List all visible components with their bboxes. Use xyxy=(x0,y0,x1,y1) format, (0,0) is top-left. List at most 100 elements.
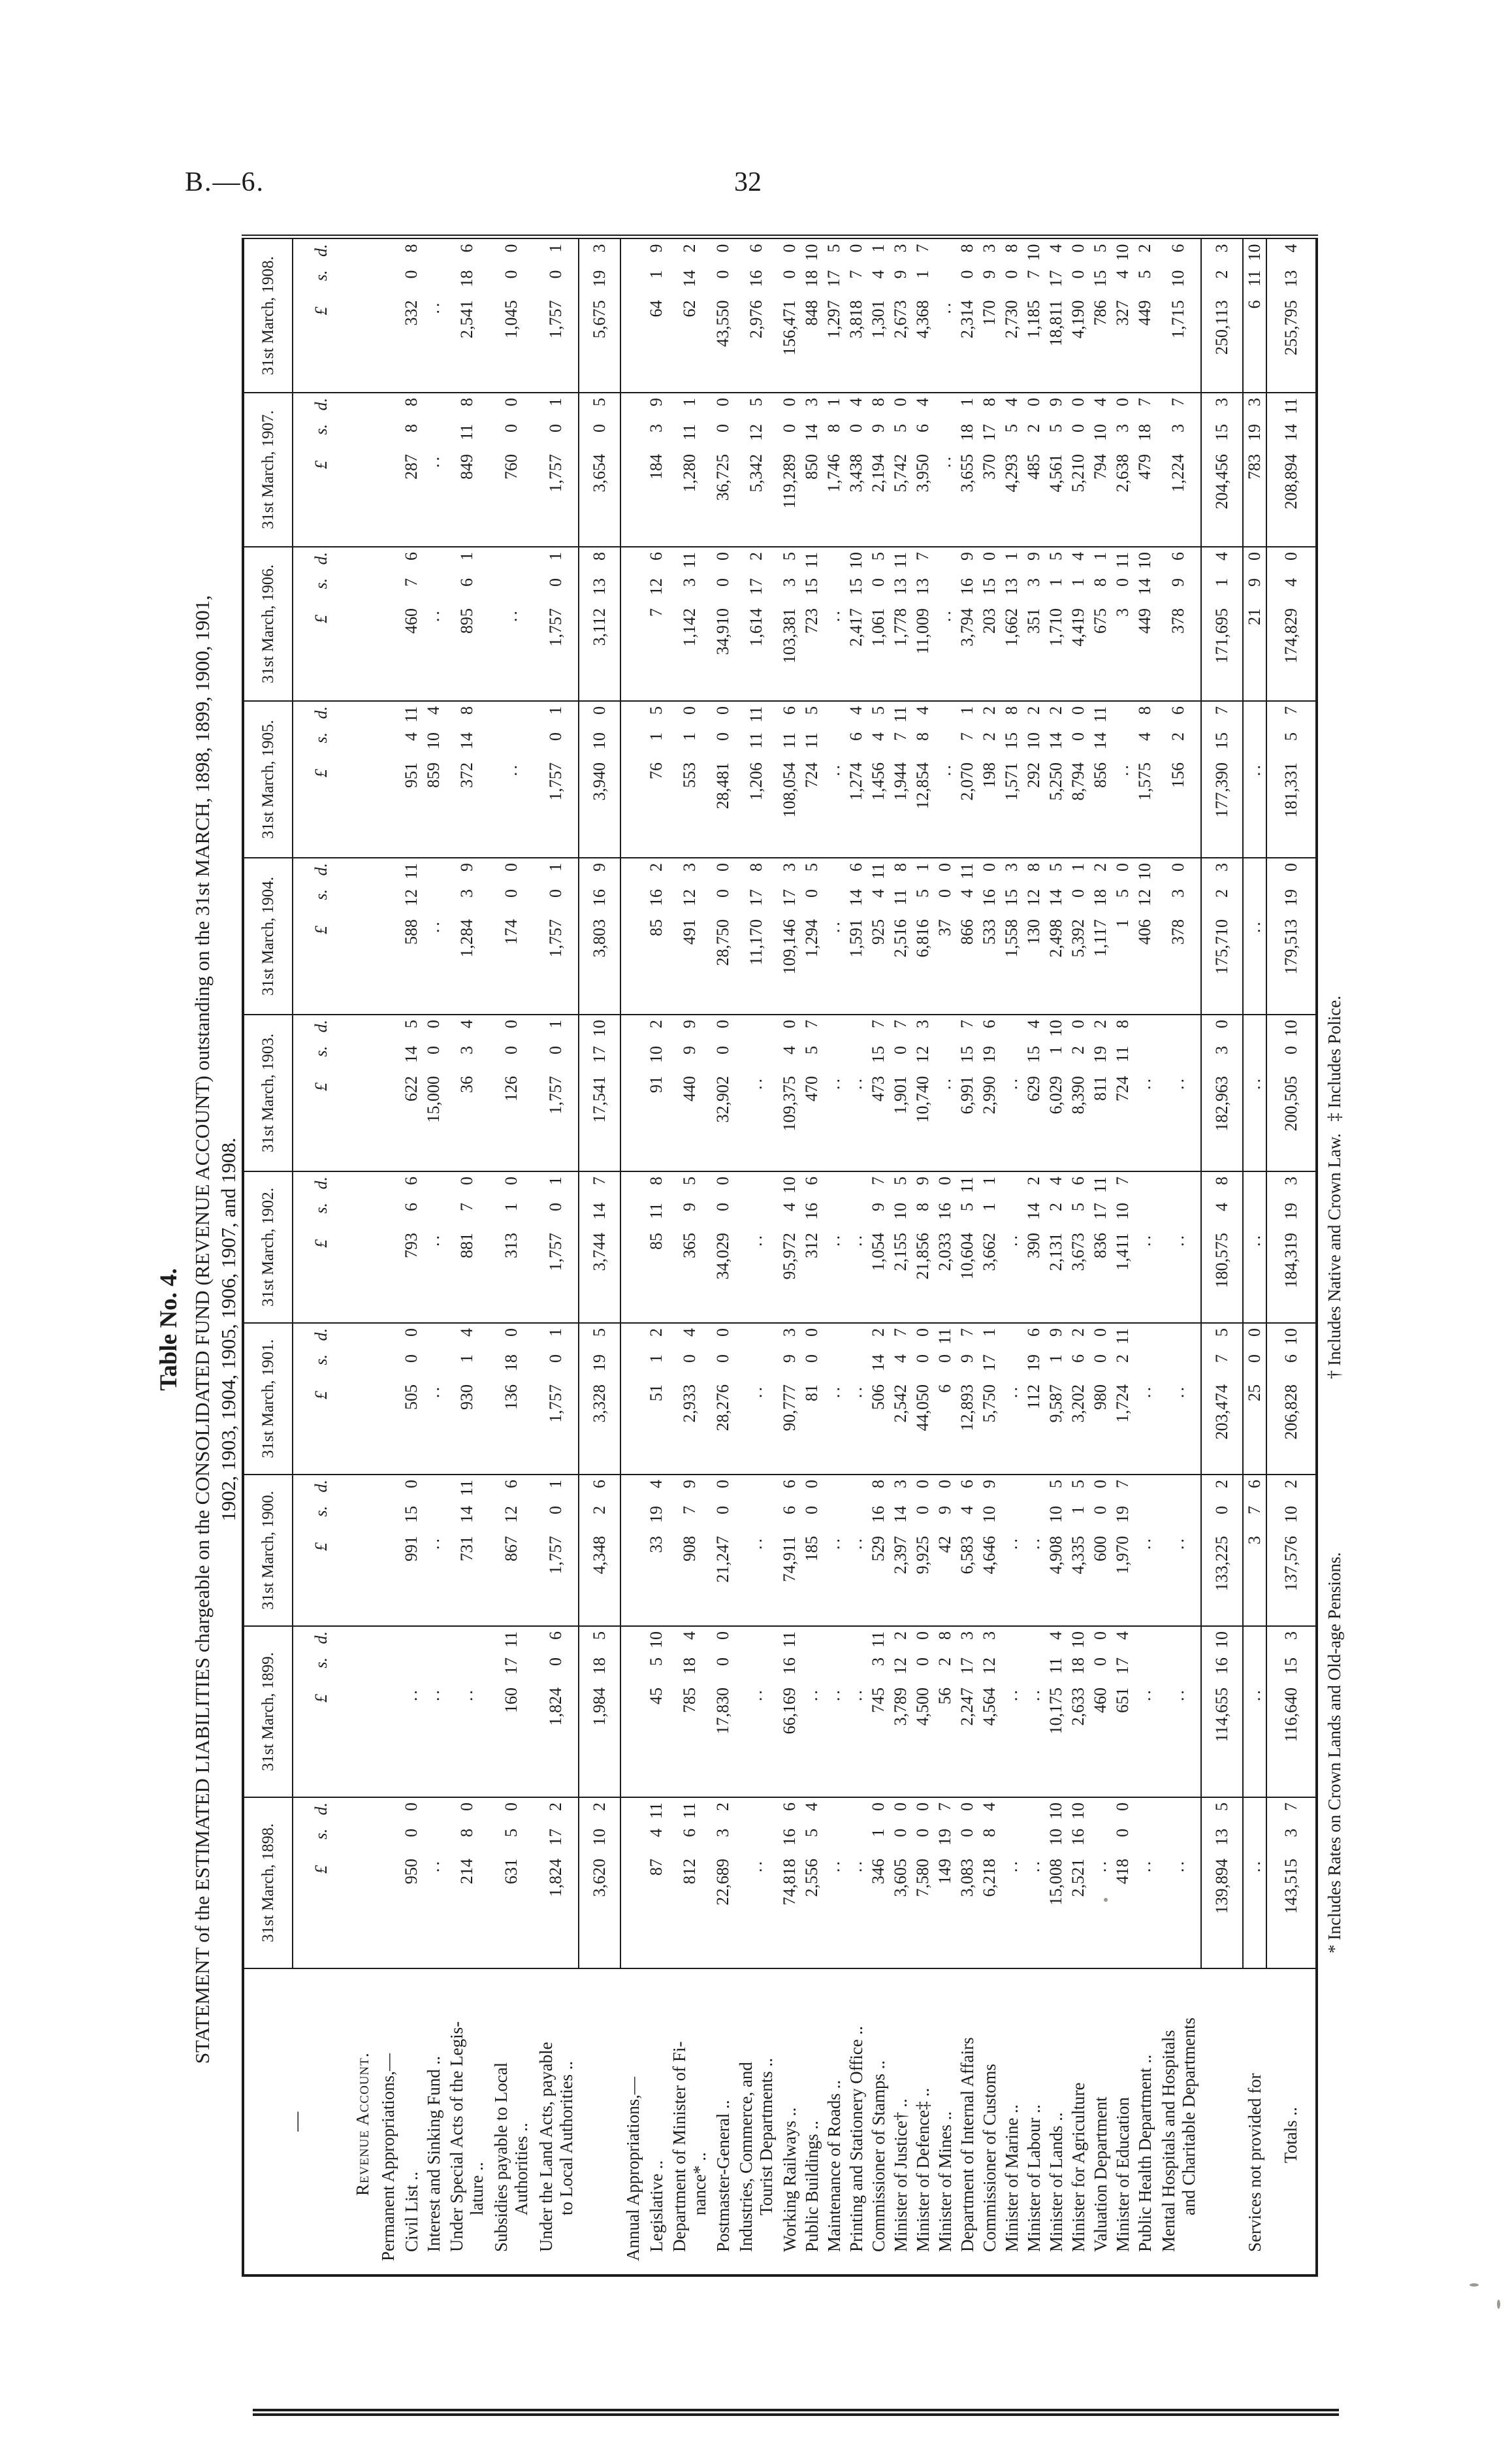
cell-totals-1899: 116,640 15 3 xyxy=(1266,1626,1317,1797)
cell-subtotal-annual-1903: 182,963 3 0 xyxy=(1201,1015,1243,1171)
cell-subsidies-local-authorities-1907: 760 0 0 xyxy=(489,393,534,547)
cell-minister-finance-1908: 62 14 2 xyxy=(668,237,712,393)
cell-interest-sinking-fund-1900: .. xyxy=(423,1475,445,1626)
cell-under-special-acts-1908: 2,541 18 6 xyxy=(445,237,489,393)
cell-under-special-acts-1900: 731 14 11 xyxy=(445,1475,489,1626)
cell-subtotal-permanent-1899: 1,984 18 5 xyxy=(579,1626,620,1797)
closing-double-rule xyxy=(253,2406,1339,2416)
cell-minister-defence-1900: 9,925 0 0 xyxy=(912,1475,934,1626)
cell-minister-justice-1908: 2,673 9 3 xyxy=(890,237,912,393)
cell-annual-appropriations-1903 xyxy=(620,1015,645,1171)
cell-subtotal-annual-1907: 204,456 15 3 xyxy=(1201,393,1243,547)
cell-minister-marine-1903: .. xyxy=(1001,1015,1023,1171)
cell-civil-list-1908: 332 0 8 xyxy=(400,237,423,393)
cell-commissioner-customs-1908: 170 9 3 xyxy=(978,237,1001,393)
cell-valuation-department-1908: 786 15 5 xyxy=(1089,237,1112,393)
row-label-minister-defence: Minister of Defence‡ .. xyxy=(912,1968,934,2275)
cell-interest-sinking-fund-1907: .. xyxy=(423,393,445,547)
table-row-legislative: Legislative .. 87 4 11 45 5 10 33 19 4 51 1 2 85 11 8 91… xyxy=(645,237,668,2275)
table-row-maintenance-roads: Maintenance of Roads ...................… xyxy=(823,237,845,2275)
cell-permanent-appropriations-1904 xyxy=(376,858,400,1015)
cell-permanent-appropriations-1908 xyxy=(376,237,400,393)
cell-industries-commerce-tourist-1901: .. xyxy=(734,1323,779,1475)
scan-speck xyxy=(1497,2300,1500,2309)
cell-commissioner-stamps-1906: 1,061 0 5 xyxy=(867,547,890,701)
cell-valuation-department-1906: 675 8 1 xyxy=(1089,547,1112,701)
table-row-public-health: Public Health Department .............. 4… xyxy=(1134,237,1156,2275)
row-label-minister-justice: Minister of Justice† .. xyxy=(890,1968,912,2275)
cell-under-land-acts-1901: 1,757 0 1 xyxy=(534,1323,579,1475)
cell-internal-affairs-1906: 3,794 16 9 xyxy=(956,547,978,701)
cell-minister-agriculture-1904: 5,392 0 1 xyxy=(1067,858,1089,1015)
cell-mental-hospitals-1902: .. xyxy=(1156,1171,1201,1323)
cell-public-buildings-1907: 850 14 3 xyxy=(801,393,823,547)
cell-public-health-1902: .. xyxy=(1134,1171,1156,1323)
cell-commissioner-customs-1906: 203 15 0 xyxy=(978,547,1001,701)
cell-commissioner-customs-1904: 533 16 0 xyxy=(978,858,1001,1015)
cell-subtotal-annual-1908: 250,113 2 3 xyxy=(1201,237,1243,393)
cell-totals-1907: 208,894 14 11 xyxy=(1266,393,1317,547)
cell-totals-1902: 184,319 19 3 xyxy=(1266,1171,1317,1323)
table-number-label: Table No. 4. xyxy=(155,1268,182,1391)
cell-printing-stationery-1904: 1,591 14 6 xyxy=(845,858,867,1015)
cell-subsidies-local-authorities-1906: .. xyxy=(489,547,534,701)
column-header-1903: 31st March, 1903. xyxy=(243,1015,293,1171)
footnote-asterisk: * Includes Rates on Crown Lands and Old-… xyxy=(1325,1552,1344,1953)
cell-legislative-1903: 91 10 2 xyxy=(645,1015,668,1171)
cell-minister-mines-1904: 37 0 0 xyxy=(934,858,956,1015)
cell-services-not-provided-1902: .. xyxy=(1243,1171,1266,1323)
cell-revenue-account-1905 xyxy=(349,701,376,858)
cell-permanent-appropriations-1900 xyxy=(376,1475,400,1626)
row-label-working-railways: Working Railways .. xyxy=(779,1968,801,2275)
cell-civil-list-1900: 991 15 0 xyxy=(400,1475,423,1626)
cell-valuation-department-1901: 980 0 0 xyxy=(1089,1323,1112,1475)
cell-working-railways-1908: 156,471 0 0 xyxy=(779,237,801,393)
cell-internal-affairs-1902: 10,604 5 11 xyxy=(956,1171,978,1323)
cell-internal-affairs-1904: 866 4 11 xyxy=(956,858,978,1015)
page-number: 32 xyxy=(734,167,762,197)
cell-services-not-provided-1907: 783 19 3 xyxy=(1243,393,1266,547)
cell-legislative-1901: 51 1 2 xyxy=(645,1323,668,1475)
cell-postmaster-general-1907: 36,725 0 0 xyxy=(712,393,734,547)
cell-services-not-provided-1905: .. xyxy=(1243,701,1266,858)
cell-subsidies-local-authorities-1904: 174 0 0 xyxy=(489,858,534,1015)
table-row-minister-defence: Minister of Defence‡ .. 7,580 0 0 4,500 0 0 9,9… xyxy=(912,237,934,2275)
cell-subtotal-permanent-1906: 3,112 13 8 xyxy=(579,547,620,701)
cell-minister-agriculture-1901: 3,202 6 2 xyxy=(1067,1323,1089,1475)
cell-minister-mines-1901: 6 0 11 xyxy=(934,1323,956,1475)
table-row-interest-sinking-fund: Interest and Sinking Fund ............ 15… xyxy=(423,237,445,2275)
table-row-subtotal-permanent: 3,620 10 2 1,984 18 5 4,348 2 6 3,328 19 5 3,744 14 7 1… xyxy=(579,237,620,2275)
cell-minister-justice-1898: 3,605 0 0 xyxy=(890,1797,912,1968)
cell-under-land-acts-1905: 1,757 0 1 xyxy=(534,701,579,858)
cell-minister-labour-1900: .. xyxy=(1023,1475,1045,1626)
cell-minister-marine-1908: 2,730 0 8 xyxy=(1001,237,1023,393)
cell-under-land-acts-1906: 1,757 0 1 xyxy=(534,547,579,701)
cell-subtotal-permanent-1905: 3,940 10 0 xyxy=(579,701,620,858)
currency-header-1905: £ s. d. xyxy=(293,701,349,858)
cell-minister-agriculture-1899: 2,633 18 10 xyxy=(1067,1626,1089,1797)
column-header-1904: 31st March, 1904. xyxy=(243,858,293,1015)
currency-header-1898: £ s. d. xyxy=(293,1797,349,1968)
cell-minister-lands-1900: 4,908 10 5 xyxy=(1045,1475,1067,1626)
cell-maintenance-roads-1901: .. xyxy=(823,1323,845,1475)
liabilities-table: —31st March, 1898. 31st March, 1899. 31st … xyxy=(242,235,1318,2277)
cell-subsidies-local-authorities-1908: 1,045 0 0 xyxy=(489,237,534,393)
cell-public-buildings-1903: 470 5 7 xyxy=(801,1015,823,1171)
cell-services-not-provided-1901: 25 0 0 xyxy=(1243,1323,1266,1475)
cell-postmaster-general-1904: 28,750 0 0 xyxy=(712,858,734,1015)
cell-public-buildings-1900: 185 0 0 xyxy=(801,1475,823,1626)
cell-subtotal-annual-1906: 171,695 1 4 xyxy=(1201,547,1243,701)
row-label-interest-sinking-fund: Interest and Sinking Fund .. xyxy=(423,1968,445,2275)
row-label-public-health: Public Health Department .. xyxy=(1134,1968,1156,2275)
cell-public-health-1901: .. xyxy=(1134,1323,1156,1475)
cell-commissioner-stamps-1900: 529 16 8 xyxy=(867,1475,890,1626)
cell-minister-finance-1901: 2,933 0 4 xyxy=(668,1323,712,1475)
row-label-public-buildings: Public Buildings .. xyxy=(801,1968,823,2275)
cell-valuation-department-1903: 811 19 2 xyxy=(1089,1015,1112,1171)
cell-minister-defence-1908: 4,368 1 7 xyxy=(912,237,934,393)
cell-maintenance-roads-1908: 1,297 17 5 xyxy=(823,237,845,393)
cell-civil-list-1904: 588 12 11 xyxy=(400,858,423,1015)
cell-totals-1906: 174,829 4 0 xyxy=(1266,547,1317,701)
